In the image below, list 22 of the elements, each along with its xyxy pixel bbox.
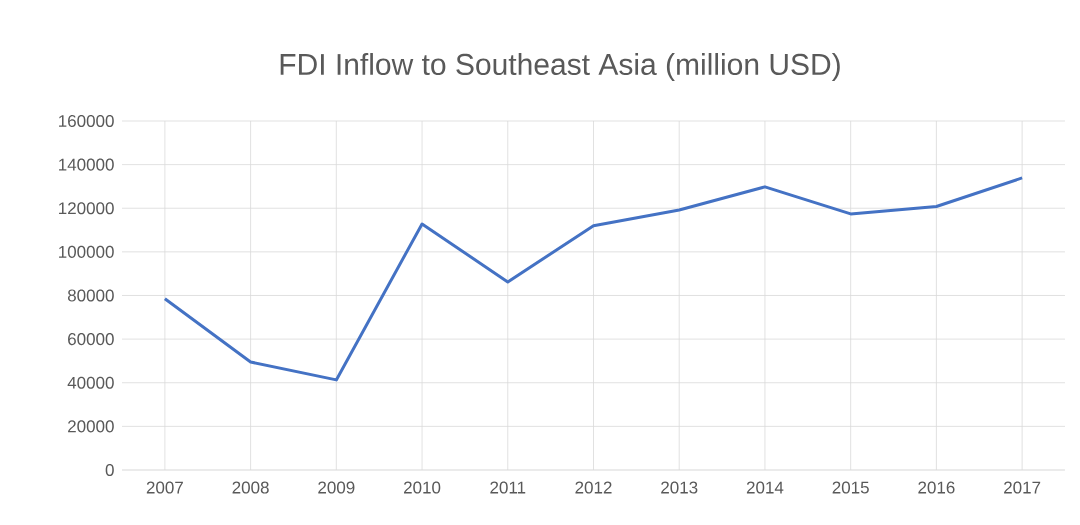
chart-title: FDI Inflow to Southeast Asia (million USD) bbox=[280, 53, 840, 81]
y-tick-label: 60000 bbox=[68, 333, 114, 346]
line-series bbox=[163, 176, 1024, 382]
y-tick-label: 80000 bbox=[67, 289, 114, 302]
x-tick-label: 2007 bbox=[146, 481, 183, 494]
x-tick-label: 2013 bbox=[661, 481, 698, 494]
y-tick-label: 140000 bbox=[59, 158, 114, 171]
x-tick-label: 2014 bbox=[746, 481, 784, 494]
y-tick-label: 0 bbox=[105, 463, 114, 477]
x-tick-label: 2009 bbox=[318, 481, 355, 494]
y-tick-label: 20000 bbox=[68, 420, 114, 433]
x-tick-label: 2015 bbox=[832, 481, 869, 494]
y-tick-label: 120000 bbox=[59, 202, 114, 215]
x-tick-label: 2012 bbox=[575, 481, 612, 494]
x-tick-label: 2008 bbox=[232, 481, 269, 494]
x-tick-label: 2010 bbox=[404, 481, 441, 494]
y-tick-label: 160000 bbox=[59, 114, 114, 128]
x-tick-label: 2017 bbox=[1004, 481, 1041, 494]
x-tick-label: 2016 bbox=[918, 481, 955, 494]
x-tick-label: 2011 bbox=[490, 481, 526, 494]
y-tick-label: 100000 bbox=[59, 245, 114, 258]
y-tick-label: 40000 bbox=[67, 376, 114, 389]
